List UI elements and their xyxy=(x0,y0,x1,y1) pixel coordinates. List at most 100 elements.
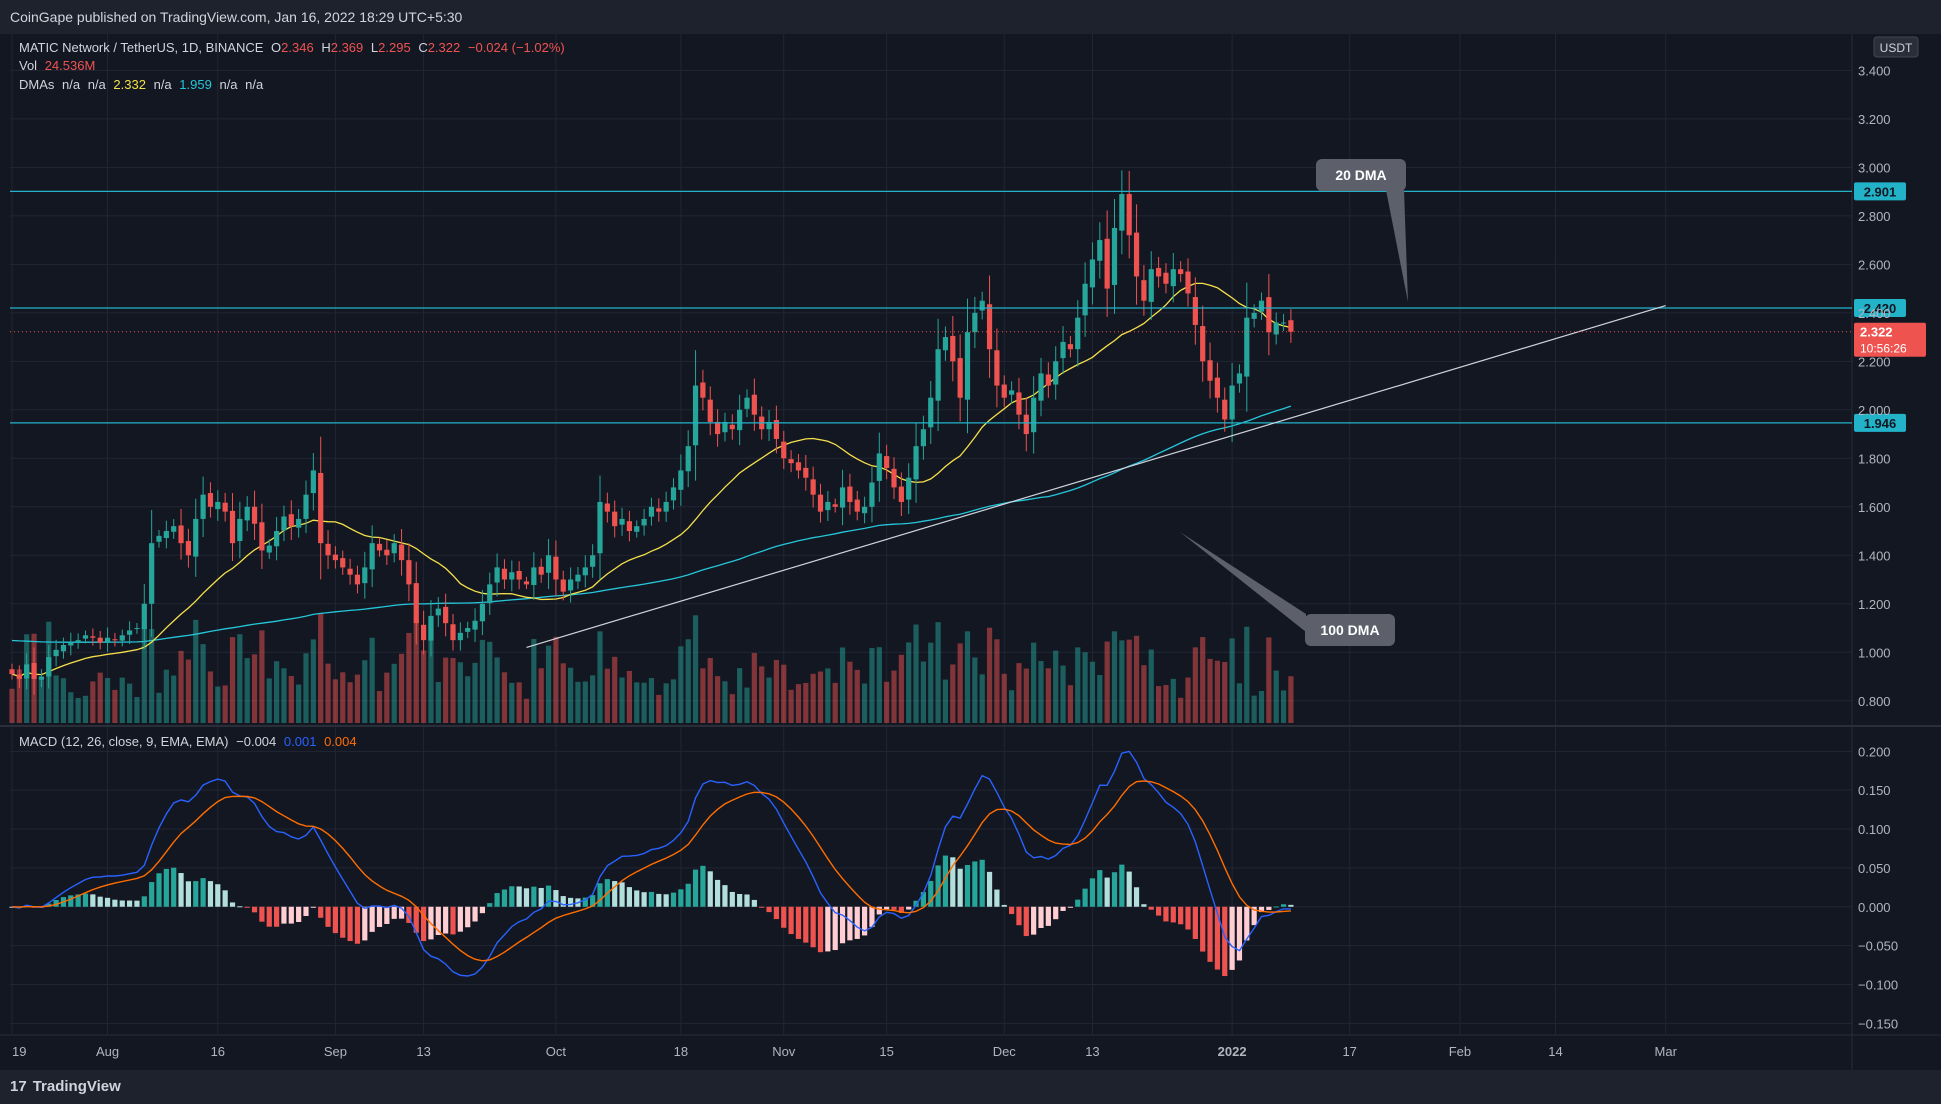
candle-body xyxy=(1251,312,1257,319)
candle-body xyxy=(1222,399,1228,420)
annotation-pointer xyxy=(1180,532,1306,632)
volume-bar xyxy=(773,659,779,723)
tradingview-logo[interactable]: 17 TradingView xyxy=(10,1078,121,1095)
volume-bar xyxy=(986,627,993,723)
macd-histogram-bar xyxy=(810,906,816,948)
macd-histogram-bar xyxy=(656,893,662,907)
candle-body xyxy=(964,332,971,400)
candle-body xyxy=(913,446,919,480)
volume-bar xyxy=(443,657,449,723)
macd-histogram-bar xyxy=(582,897,588,907)
volume-bar xyxy=(134,697,140,723)
candle-body xyxy=(744,397,750,409)
volume-bar xyxy=(1075,647,1081,723)
volume-bar xyxy=(1288,676,1294,723)
volume-bar xyxy=(178,650,184,723)
volume-bar xyxy=(82,695,89,723)
volume-bar xyxy=(582,681,588,723)
low-value: 2.295 xyxy=(378,40,411,55)
candle-body xyxy=(24,664,30,679)
volume-bar xyxy=(215,686,221,723)
volume-bar xyxy=(1170,678,1176,723)
time-axis-tick: Oct xyxy=(546,1044,567,1059)
candle-body xyxy=(207,493,214,507)
macd-histogram-bar xyxy=(266,906,272,927)
candle-body xyxy=(472,620,478,630)
volume-bar xyxy=(854,669,860,723)
candle-body xyxy=(972,312,978,333)
candle-body xyxy=(406,560,412,585)
macd-histogram-bar xyxy=(920,892,926,907)
volume-bar xyxy=(450,658,456,723)
candle-body xyxy=(825,501,831,511)
candle-body xyxy=(568,579,574,591)
candle-body xyxy=(38,676,44,680)
volume-bar xyxy=(501,672,508,723)
price-axis-tick: 2.600 xyxy=(1858,257,1891,272)
time-axis-tick: 19 xyxy=(12,1044,26,1059)
macd-axis-tick: −0.100 xyxy=(1858,977,1898,992)
macd-histogram xyxy=(9,855,1294,977)
macd-histogram-bar xyxy=(149,882,155,907)
volume-bar xyxy=(53,675,59,723)
publish-text: CoinGape published on TradingView.com, J… xyxy=(10,9,463,25)
macd-histogram-bar xyxy=(1148,906,1154,910)
candle-body xyxy=(1067,344,1073,350)
macd-histogram-bar xyxy=(597,883,603,907)
time-axis-tick: 2022 xyxy=(1218,1044,1247,1059)
candle-body xyxy=(97,637,103,643)
volume-bar xyxy=(127,683,133,723)
volume-value: 24.536M xyxy=(44,58,96,73)
macd-histogram-bar xyxy=(634,890,640,907)
volume-bar xyxy=(1236,683,1243,723)
candle-body xyxy=(310,470,316,494)
candle-body xyxy=(575,574,581,582)
price-axis-tick: 1.800 xyxy=(1858,451,1891,466)
volume-bar xyxy=(479,639,485,723)
candle-body xyxy=(986,304,993,350)
candle-body xyxy=(1126,194,1132,236)
volume-bar xyxy=(406,632,412,723)
macd-histogram-bar xyxy=(884,906,890,910)
volume-bar xyxy=(1031,642,1037,723)
volume-bar xyxy=(825,668,831,723)
macd-histogram-bar xyxy=(1126,871,1132,907)
volume-bar xyxy=(229,637,236,723)
candle-body xyxy=(251,506,258,524)
candle-body xyxy=(692,385,699,446)
dma-label: DMAs xyxy=(19,77,55,92)
macd-histogram-bar xyxy=(1178,906,1184,925)
macd-histogram-bar xyxy=(1163,906,1169,922)
time-axis-tick: 13 xyxy=(416,1044,430,1059)
macd-histogram-bar xyxy=(1273,906,1279,908)
macd-histogram-bar xyxy=(1104,877,1110,907)
candle-body xyxy=(465,628,471,632)
macd-histogram-bar xyxy=(1192,906,1198,939)
close-value: 2.322 xyxy=(427,40,461,55)
volume-bar xyxy=(862,683,868,723)
macd-histogram-bar xyxy=(737,894,743,907)
macd-histogram-bar xyxy=(229,902,236,907)
annotation-20-dma: 20 DMA xyxy=(1335,167,1386,183)
grid xyxy=(10,34,1852,1035)
candle-body xyxy=(1001,384,1007,398)
volume-bar xyxy=(9,688,15,723)
macd-histogram-bar xyxy=(516,886,522,907)
volume-bar xyxy=(759,666,765,723)
candle-body xyxy=(332,554,338,561)
macd-histogram-bar xyxy=(1053,906,1059,920)
macd-signal-value: 0.001 xyxy=(283,734,317,749)
macd-histogram-bar xyxy=(1031,906,1037,935)
candle-body xyxy=(193,518,199,557)
candle-body xyxy=(832,504,838,507)
macd-histogram-bar xyxy=(200,878,206,907)
volume-bar xyxy=(266,678,272,723)
price-axis-tick: 3.000 xyxy=(1858,160,1891,175)
time-axis-tick: Sep xyxy=(324,1044,347,1059)
candle-body xyxy=(869,482,875,507)
volume-bar xyxy=(538,668,544,723)
macd-histogram-bar xyxy=(928,880,934,907)
candle-body xyxy=(229,510,236,544)
macd-histogram-bar xyxy=(986,871,993,907)
